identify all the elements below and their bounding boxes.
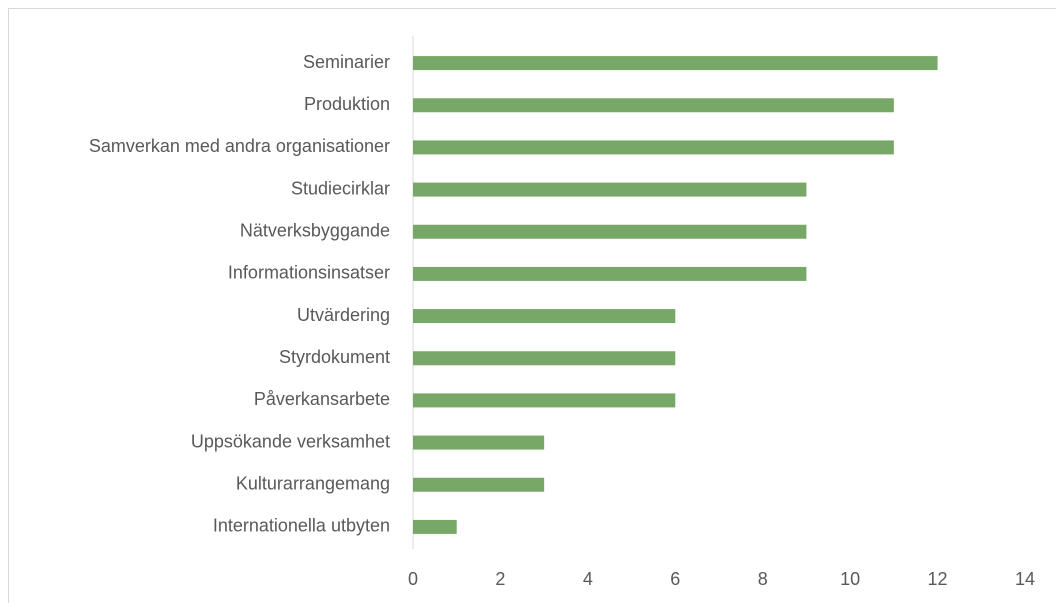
bar [413, 477, 545, 492]
bar [413, 182, 807, 197]
bar [413, 435, 545, 450]
bar [413, 56, 938, 71]
y-tick-label: Produktion [304, 94, 390, 114]
bar [413, 393, 676, 408]
y-tick-label: Nätverksbyggande [240, 221, 390, 241]
y-tick-label: Kulturarrangemang [236, 474, 390, 494]
x-tick-label: 6 [670, 569, 680, 589]
bar [413, 309, 676, 324]
bar [413, 98, 894, 113]
y-tick-label: Internationella utbyten [213, 516, 390, 536]
y-tick-label: Seminarier [303, 52, 390, 72]
x-tick-label: 8 [758, 569, 768, 589]
bar [413, 224, 807, 239]
x-tick-label: 14 [1015, 569, 1035, 589]
x-tick-label: 12 [928, 569, 948, 589]
bar [413, 351, 676, 366]
bar [413, 140, 894, 155]
x-tick-label: 2 [495, 569, 505, 589]
x-tick-label: 10 [840, 569, 860, 589]
y-tick-label: Studiecirklar [291, 178, 390, 198]
bar [413, 519, 457, 534]
chart-border [8, 8, 1056, 603]
y-tick-label: Uppsökande verksamhet [191, 431, 390, 451]
bar [413, 266, 807, 281]
y-tick-label: Informationsinsatser [228, 263, 390, 283]
y-tick-label: Påverkansarbete [254, 389, 390, 409]
y-tick-label: Samverkan med andra organisationer [89, 136, 390, 156]
y-tick-label: Utvärdering [297, 305, 390, 325]
y-tick-label: Styrdokument [279, 347, 390, 367]
x-tick-label: 4 [583, 569, 593, 589]
x-tick-label: 0 [408, 569, 418, 589]
